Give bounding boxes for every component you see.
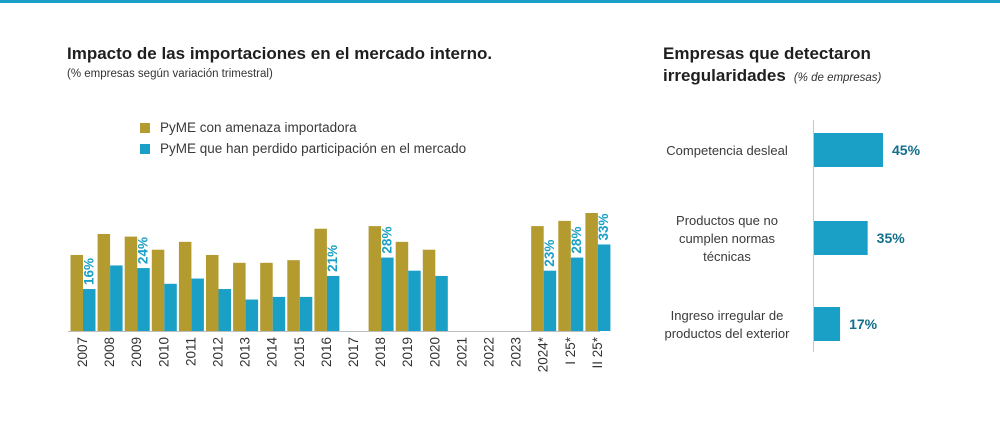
hbar-category-label-1-2: técnicas (703, 249, 751, 264)
legend-label-amenaza: PyME con amenaza importadora (160, 120, 357, 135)
hbar-value-label-0: 45% (892, 142, 921, 158)
x-tick-label-8: 2015 (292, 337, 307, 367)
x-tick-label-13: 2020 (427, 337, 442, 367)
x-tick-label-19: II 25* (590, 336, 605, 368)
bar-perdida-19 (597, 244, 611, 331)
hbar-category-label-2-1: productos del exterior (664, 326, 790, 341)
x-tick-label-11: 2018 (373, 337, 388, 367)
right-chart-subtitle: (% de empresas) (793, 72, 882, 84)
label-perdida-18: 28% (569, 227, 584, 254)
bar-amenaza-17 (531, 226, 544, 331)
hbar-category-label-2-0: Ingreso irregular de (671, 308, 784, 323)
hbar-category-label-1-0: Productos que no (676, 213, 778, 228)
x-tick-label-2: 2009 (129, 337, 144, 367)
bar-amenaza-13 (422, 249, 436, 331)
label-perdida-2: 24% (135, 237, 150, 264)
x-tick-label-6: 2013 (238, 337, 253, 367)
bar-perdida-12 (408, 270, 421, 331)
hbar-category-label-0-0: Competencia desleal (666, 143, 788, 158)
hbar-value-label-1: 35% (877, 230, 906, 246)
legend-label-perdida: PyME que han perdido participación en el… (160, 141, 467, 156)
x-tick-label-9: 2016 (319, 337, 334, 367)
x-tick-label-0: 2007 (75, 337, 90, 367)
bar-perdida-1 (110, 265, 123, 331)
x-tick-label-18: I 25* (563, 336, 578, 365)
bar-perdida-13 (435, 275, 448, 331)
left-chart-title: Impacto de las importaciones en el merca… (67, 44, 493, 63)
right-chart-title-line2: irregularidades (% de empresas) (663, 66, 881, 86)
bar-perdida-0 (83, 289, 96, 331)
hbar-category-label-1-1: cumplen normas (679, 231, 776, 246)
x-tick-label-14: 2021 (454, 337, 469, 367)
bar-perdida-18 (570, 257, 584, 331)
bar-perdida-6 (245, 299, 259, 331)
right-chart-title-line2-text: irregularidades (663, 66, 786, 85)
bar-amenaza-9 (314, 228, 327, 331)
label-perdida-0: 16% (81, 258, 96, 285)
label-perdida-17: 23% (542, 240, 557, 267)
x-tick-label-10: 2017 (346, 337, 361, 367)
legend-swatch-gold (140, 122, 150, 133)
label-perdida-9: 21% (325, 245, 340, 272)
x-tick-label-16: 2023 (509, 337, 524, 367)
bar-perdida-2 (137, 268, 150, 331)
left-chart-subtitle: (% empresas según variación trimestral) (67, 68, 273, 80)
bar-amenaza-19 (585, 213, 598, 331)
x-tick-label-3: 2010 (156, 337, 171, 367)
legend-swatch-blue (140, 143, 150, 154)
bar-perdida-3 (164, 283, 177, 331)
bar-perdida-9 (326, 275, 340, 331)
bar-amenaza-4 (178, 241, 192, 331)
bar-perdida-17 (543, 270, 557, 331)
hbar-1 (814, 221, 868, 255)
bar-perdida-7 (272, 296, 286, 331)
top-accent-rule (0, 0, 1000, 3)
bar-amenaza-1 (97, 233, 111, 331)
legend-item-amenaza: PyME con amenaza importadora (140, 120, 357, 135)
bar-perdida-8 (299, 296, 313, 331)
hbar-0 (814, 133, 883, 167)
bar-amenaza-18 (558, 220, 571, 331)
bar-amenaza-11 (368, 226, 382, 331)
x-tick-label-15: 2022 (482, 337, 497, 367)
bar-perdida-4 (191, 278, 204, 331)
x-tick-label-5: 2012 (211, 337, 226, 367)
x-tick-label-17: 2024* (536, 336, 551, 372)
x-tick-label-12: 2019 (400, 337, 415, 367)
legend-item-perdida: PyME que han perdido participación en el… (140, 141, 466, 156)
right-chart-title-line1: Empresas que detectaron (663, 44, 871, 63)
x-tick-label-4: 2011 (183, 337, 198, 366)
bar-amenaza-0 (70, 254, 83, 331)
bar-perdida-11 (381, 257, 394, 331)
bar-amenaza-3 (151, 249, 165, 331)
label-perdida-19: 33% (596, 213, 611, 240)
bar-amenaza-8 (287, 260, 300, 331)
hbar-value-label-2: 17% (849, 316, 878, 332)
x-tick-label-7: 2014 (265, 337, 280, 368)
bar-amenaza-7 (260, 262, 273, 331)
bar-amenaza-5 (206, 254, 219, 331)
hbar-2 (814, 307, 841, 341)
bar-amenaza-12 (395, 241, 409, 331)
bar-perdida-5 (218, 289, 231, 331)
label-perdida-11: 28% (379, 227, 394, 254)
bar-amenaza-6 (233, 262, 246, 331)
bar-amenaza-2 (124, 236, 138, 331)
x-tick-label-1: 2008 (102, 337, 117, 367)
